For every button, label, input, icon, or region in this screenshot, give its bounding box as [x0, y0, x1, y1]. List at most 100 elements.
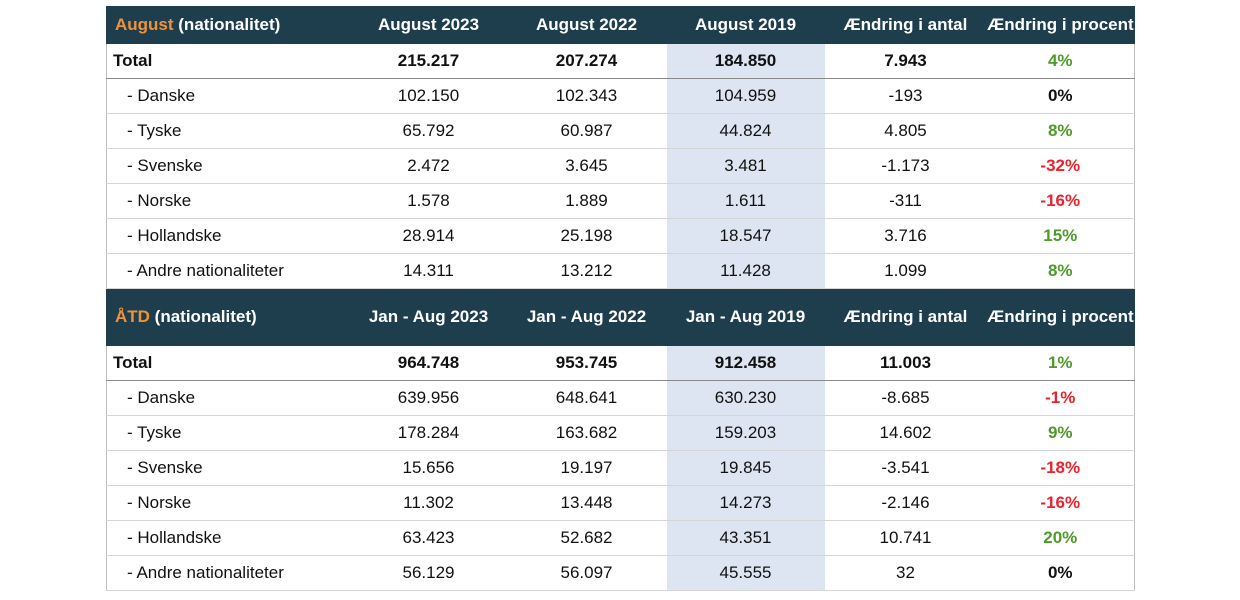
cell-change: -2.146	[824, 485, 987, 521]
cell-2023: 964.748	[350, 345, 507, 381]
cell-2022: 13.212	[506, 253, 667, 289]
cell-2023: 2.472	[350, 148, 507, 184]
cell-2023: 11.302	[350, 485, 507, 521]
cell-2019: 912.458	[666, 345, 825, 381]
col-header: August 2019	[666, 6, 825, 44]
cell-pct: -16%	[986, 485, 1135, 521]
table-row: - Andre nationaliteter 14.311 13.212 11.…	[106, 253, 1135, 289]
cell-2023: 15.656	[350, 450, 507, 486]
cell-2019: 43.351	[666, 520, 825, 556]
cell-change: -311	[824, 183, 987, 219]
table-row: - Danske 639.956 648.641 630.230 -8.685 …	[106, 380, 1135, 416]
cell-2022: 52.682	[506, 520, 667, 556]
cell-2022: 648.641	[506, 380, 667, 416]
table-row: - Norske 11.302 13.448 14.273 -2.146 -16…	[106, 485, 1135, 521]
cell-change: -1.173	[824, 148, 987, 184]
cell-2022: 953.745	[506, 345, 667, 381]
cell-2023: 28.914	[350, 218, 507, 254]
cell-change: -8.685	[824, 380, 987, 416]
cell-change: 1.099	[824, 253, 987, 289]
cell-2022: 102.343	[506, 78, 667, 114]
nationality-stats-table-container: August (nationalitet) August 2023 August…	[106, 6, 1135, 591]
cell-pct: 0%	[986, 555, 1135, 591]
row-label: - Tyske	[106, 113, 351, 149]
row-label: Total	[106, 43, 351, 79]
cell-pct: 15%	[986, 218, 1135, 254]
table-row: - Danske 102.150 102.343 104.959 -193 0%	[106, 78, 1135, 114]
table-row-total: Total 215.217 207.274 184.850 7.943 4%	[106, 43, 1135, 79]
cell-2019: 630.230	[666, 380, 825, 416]
cell-change: 4.805	[824, 113, 987, 149]
row-label: - Andre nationaliteter	[106, 253, 351, 289]
cell-change: 7.943	[824, 43, 987, 79]
cell-2019: 11.428	[666, 253, 825, 289]
cell-change: 11.003	[824, 345, 987, 381]
cell-2023: 639.956	[350, 380, 507, 416]
col-header: August 2022	[506, 6, 667, 44]
cell-2023: 178.284	[350, 415, 507, 451]
cell-change: -3.541	[824, 450, 987, 486]
col-header: Ændring i antal	[824, 288, 987, 346]
cell-pct: 8%	[986, 253, 1135, 289]
section-body-august: Total 215.217 207.274 184.850 7.943 4% -…	[106, 43, 1135, 289]
cell-pct: -18%	[986, 450, 1135, 486]
section-title-suffix: (nationalitet)	[173, 15, 281, 34]
col-header: Ændring i procent	[986, 288, 1135, 346]
row-label: - Hollandske	[106, 520, 351, 556]
cell-pct: 4%	[986, 43, 1135, 79]
table-row: - Tyske 65.792 60.987 44.824 4.805 8%	[106, 113, 1135, 149]
col-header: Ændring i antal	[824, 6, 987, 44]
cell-change: 14.602	[824, 415, 987, 451]
row-label: - Svenske	[106, 450, 351, 486]
cell-2019: 184.850	[666, 43, 825, 79]
table-row: - Svenske 2.472 3.645 3.481 -1.173 -32%	[106, 148, 1135, 184]
cell-2023: 102.150	[350, 78, 507, 114]
table-row: - Norske 1.578 1.889 1.611 -311 -16%	[106, 183, 1135, 219]
section-title-accent: August	[115, 15, 174, 34]
cell-2023: 56.129	[350, 555, 507, 591]
cell-2022: 13.448	[506, 485, 667, 521]
col-header: August 2023	[350, 6, 507, 44]
cell-2022: 60.987	[506, 113, 667, 149]
cell-2022: 1.889	[506, 183, 667, 219]
table-row: - Svenske 15.656 19.197 19.845 -3.541 -1…	[106, 450, 1135, 486]
cell-2023: 65.792	[350, 113, 507, 149]
col-header: Jan - Aug 2019	[666, 288, 825, 346]
section-title: ÅTD (nationalitet)	[106, 288, 351, 346]
cell-2019: 159.203	[666, 415, 825, 451]
cell-2022: 207.274	[506, 43, 667, 79]
table-row: - Andre nationaliteter 56.129 56.097 45.…	[106, 555, 1135, 591]
cell-pct: -32%	[986, 148, 1135, 184]
cell-pct: 1%	[986, 345, 1135, 381]
section-title-suffix: (nationalitet)	[149, 307, 257, 326]
cell-2023: 1.578	[350, 183, 507, 219]
col-header: Ændring i procent	[986, 6, 1135, 44]
cell-2019: 1.611	[666, 183, 825, 219]
section-header-atd: ÅTD (nationalitet) Jan - Aug 2023 Jan - …	[106, 288, 1135, 346]
cell-change: 10.741	[824, 520, 987, 556]
nationality-stats-table: August (nationalitet) August 2023 August…	[106, 6, 1135, 591]
row-label: - Andre nationaliteter	[106, 555, 351, 591]
row-label: - Danske	[106, 78, 351, 114]
cell-pct: 9%	[986, 415, 1135, 451]
cell-pct: 20%	[986, 520, 1135, 556]
cell-2023: 63.423	[350, 520, 507, 556]
cell-change: 3.716	[824, 218, 987, 254]
cell-2019: 45.555	[666, 555, 825, 591]
cell-2019: 104.959	[666, 78, 825, 114]
cell-2022: 56.097	[506, 555, 667, 591]
cell-pct: 8%	[986, 113, 1135, 149]
col-header: Jan - Aug 2022	[506, 288, 667, 346]
cell-2022: 3.645	[506, 148, 667, 184]
cell-2022: 163.682	[506, 415, 667, 451]
section-header-august: August (nationalitet) August 2023 August…	[106, 6, 1135, 44]
cell-2019: 14.273	[666, 485, 825, 521]
cell-2022: 25.198	[506, 218, 667, 254]
table-row-total: Total 964.748 953.745 912.458 11.003 1%	[106, 345, 1135, 381]
cell-2019: 44.824	[666, 113, 825, 149]
cell-2019: 18.547	[666, 218, 825, 254]
cell-pct: -16%	[986, 183, 1135, 219]
cell-2019: 3.481	[666, 148, 825, 184]
row-label: - Norske	[106, 485, 351, 521]
row-label: - Tyske	[106, 415, 351, 451]
